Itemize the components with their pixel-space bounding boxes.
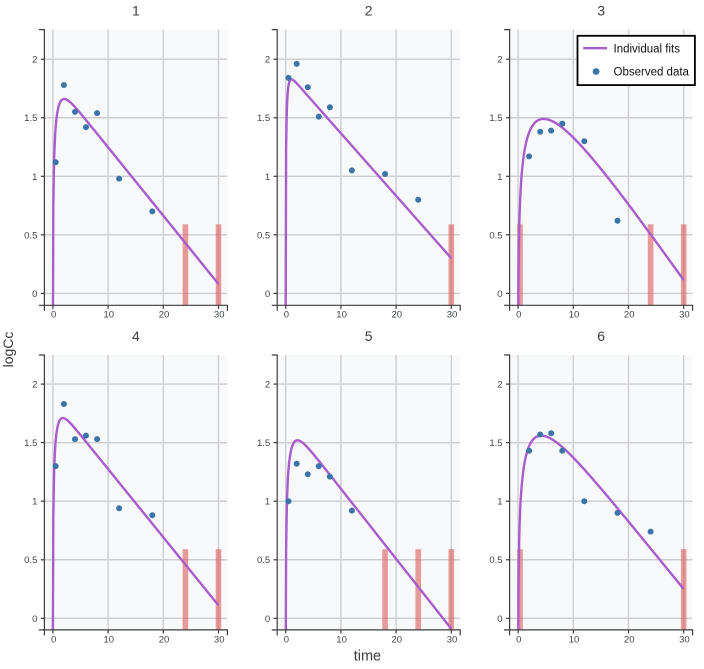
svg-text:20: 20 xyxy=(624,634,635,645)
svg-text:10: 10 xyxy=(336,634,347,645)
svg-text:1: 1 xyxy=(265,497,270,508)
svg-text:30: 30 xyxy=(679,634,690,645)
svg-text:1: 1 xyxy=(497,172,502,183)
svg-text:1.5: 1.5 xyxy=(24,438,37,449)
svg-text:2: 2 xyxy=(497,380,502,391)
svg-text:30: 30 xyxy=(447,634,458,645)
svg-text:1: 1 xyxy=(32,172,37,183)
svg-text:30: 30 xyxy=(214,634,225,645)
svg-text:0: 0 xyxy=(284,634,289,645)
svg-text:0: 0 xyxy=(32,614,37,625)
svg-text:5: 5 xyxy=(365,328,373,344)
svg-text:2: 2 xyxy=(32,55,37,66)
svg-text:1.5: 1.5 xyxy=(489,113,502,124)
svg-text:0.5: 0.5 xyxy=(24,230,37,241)
svg-text:2: 2 xyxy=(265,380,270,391)
svg-text:2: 2 xyxy=(365,3,373,19)
svg-text:0.5: 0.5 xyxy=(489,230,502,241)
svg-text:10: 10 xyxy=(569,634,580,645)
svg-text:1.5: 1.5 xyxy=(257,438,270,449)
svg-text:0.5: 0.5 xyxy=(489,555,502,566)
svg-text:20: 20 xyxy=(159,310,170,321)
svg-text:1: 1 xyxy=(265,172,270,183)
svg-text:1: 1 xyxy=(497,497,502,508)
svg-text:1.5: 1.5 xyxy=(489,438,502,449)
svg-text:10: 10 xyxy=(104,310,115,321)
svg-text:0: 0 xyxy=(265,289,270,300)
svg-text:0: 0 xyxy=(516,634,521,645)
svg-text:0: 0 xyxy=(516,310,521,321)
svg-text:0: 0 xyxy=(265,614,270,625)
svg-text:logCc: logCc xyxy=(0,332,16,368)
svg-text:0: 0 xyxy=(497,289,502,300)
svg-text:0.5: 0.5 xyxy=(24,555,37,566)
svg-text:1.5: 1.5 xyxy=(257,113,270,124)
svg-text:30: 30 xyxy=(679,310,690,321)
svg-text:20: 20 xyxy=(159,634,170,645)
svg-text:time: time xyxy=(354,648,381,664)
svg-text:2: 2 xyxy=(265,55,270,66)
svg-text:2: 2 xyxy=(497,55,502,66)
svg-text:Observed data: Observed data xyxy=(614,67,690,79)
svg-text:4: 4 xyxy=(132,328,140,344)
svg-text:0: 0 xyxy=(51,310,56,321)
svg-text:Individual fits: Individual fits xyxy=(614,43,681,55)
svg-text:1: 1 xyxy=(32,497,37,508)
svg-text:10: 10 xyxy=(336,310,347,321)
svg-text:10: 10 xyxy=(104,634,115,645)
svg-text:1.5: 1.5 xyxy=(24,113,37,124)
svg-text:10: 10 xyxy=(569,310,580,321)
svg-text:0: 0 xyxy=(497,614,502,625)
svg-text:20: 20 xyxy=(392,310,403,321)
svg-text:30: 30 xyxy=(447,310,458,321)
svg-text:0.5: 0.5 xyxy=(257,230,270,241)
svg-text:0: 0 xyxy=(32,289,37,300)
svg-text:6: 6 xyxy=(597,328,605,344)
svg-text:0: 0 xyxy=(284,310,289,321)
svg-text:2: 2 xyxy=(32,380,37,391)
svg-text:30: 30 xyxy=(214,310,225,321)
svg-text:0: 0 xyxy=(51,634,56,645)
svg-text:20: 20 xyxy=(624,310,635,321)
svg-text:20: 20 xyxy=(392,634,403,645)
svg-text:0.5: 0.5 xyxy=(257,555,270,566)
svg-text:3: 3 xyxy=(597,3,605,19)
svg-text:1: 1 xyxy=(132,3,140,19)
